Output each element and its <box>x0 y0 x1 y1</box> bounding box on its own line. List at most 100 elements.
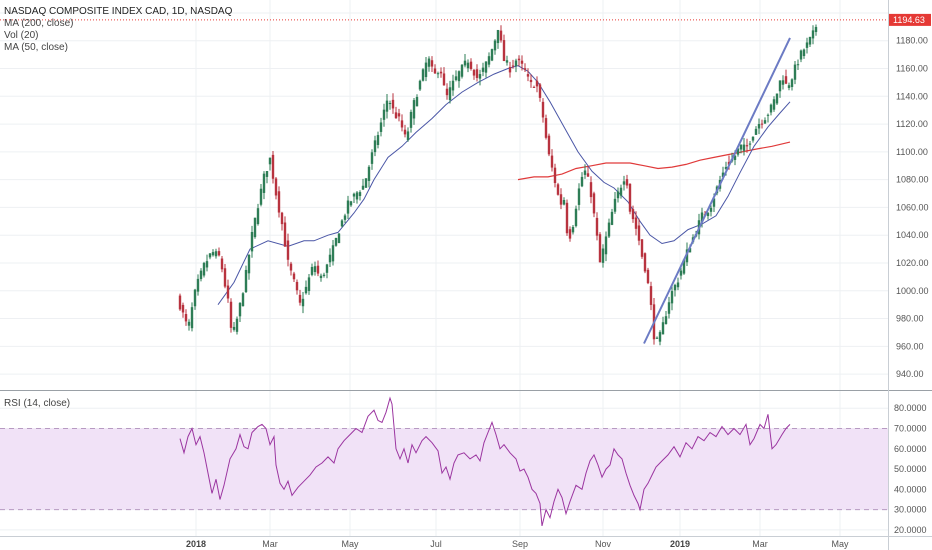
candle-body <box>796 64 800 66</box>
candle-body <box>640 239 644 257</box>
candle-body <box>316 265 320 274</box>
candle-body <box>439 71 443 74</box>
candle-body <box>214 251 218 257</box>
candle-body <box>499 30 503 41</box>
candle-body <box>808 36 812 45</box>
price-tick-label: 1100.00 <box>896 147 928 157</box>
candle-body <box>583 170 587 175</box>
candle-body <box>607 222 611 237</box>
candle-body <box>322 274 326 276</box>
candle-body <box>667 302 671 314</box>
trendline-line <box>643 37 791 344</box>
candle-body <box>556 184 560 195</box>
candle-body <box>379 122 383 132</box>
candle-body <box>577 188 581 205</box>
candle-body <box>286 240 290 260</box>
candle-body <box>523 68 527 70</box>
legend-ma50[interactable]: MA (50, close) <box>4 42 68 53</box>
candle-body <box>646 269 650 284</box>
price-tick-label: 1020.00 <box>896 258 929 268</box>
candle-body <box>346 200 350 214</box>
candle-body <box>658 332 662 342</box>
candle-body <box>700 212 704 222</box>
candle-body <box>430 60 434 67</box>
candle-body <box>712 198 716 207</box>
candle-body <box>637 225 641 241</box>
price-tick-label: 1060.00 <box>896 202 929 212</box>
candle-body <box>589 182 593 198</box>
candle-body <box>199 270 203 280</box>
candle-body <box>610 211 614 225</box>
candle-body <box>310 266 314 275</box>
candle-body <box>409 111 413 128</box>
candle-body <box>319 275 323 279</box>
candle-body <box>676 282 680 288</box>
last-price-tag: 1194.63 <box>889 13 931 26</box>
candle-body <box>655 337 659 339</box>
rsi-tick-label: 30.0000 <box>894 505 927 515</box>
candle-body <box>805 42 809 48</box>
candle-body <box>616 191 620 199</box>
candle-body <box>433 68 437 74</box>
price-tick-label: 960.00 <box>896 341 924 351</box>
last-price-tag-box <box>889 13 931 26</box>
candle-body <box>208 253 212 258</box>
rsi-tick-label: 60.0000 <box>894 444 927 454</box>
candle-body <box>280 212 284 225</box>
candle-body <box>751 136 755 141</box>
candle-body <box>211 252 215 256</box>
candle-body <box>541 101 545 118</box>
time-tick-label: 2018 <box>186 539 206 549</box>
price-tick-label: 980.00 <box>896 314 924 324</box>
candle-body <box>241 293 245 307</box>
candle-body <box>343 215 347 220</box>
legend-vol[interactable]: Vol (20) <box>4 30 39 41</box>
candle-body <box>274 178 278 196</box>
candle-body <box>436 73 440 75</box>
candle-body <box>604 236 608 255</box>
candle-body <box>811 30 815 39</box>
candle-body <box>460 64 464 77</box>
candle-body <box>448 87 452 101</box>
candle-body <box>490 49 494 61</box>
ma200-line <box>517 141 791 181</box>
rsi-legend[interactable]: RSI (14, close) <box>4 398 71 409</box>
candle-body <box>682 259 686 274</box>
candle-body <box>187 321 191 326</box>
candle-body <box>721 172 725 178</box>
time-tick-label: May <box>341 539 359 549</box>
candle-body <box>487 56 491 65</box>
ma50-line <box>217 65 791 305</box>
candle-body <box>748 143 752 145</box>
candle-body <box>559 194 563 205</box>
time-tick-label: Jul <box>430 539 442 549</box>
candle-body <box>814 26 818 33</box>
candle-body <box>373 140 377 153</box>
candle-body <box>775 93 779 104</box>
legend-ma200[interactable]: MA (200, close) <box>4 18 74 29</box>
last-price-label: 1194.63 <box>893 15 925 25</box>
candle-body <box>514 60 518 67</box>
candle-body <box>799 50 803 60</box>
candle-body <box>634 217 638 229</box>
candle-body <box>745 145 749 147</box>
candle-body <box>631 209 635 220</box>
candle-body <box>562 200 566 205</box>
candle-body <box>736 148 740 155</box>
symbol-title[interactable]: NASDAQ COMPOSITE INDEX CAD, 1D, NASDAQ <box>4 6 233 17</box>
rsi-tick-label: 70.0000 <box>894 423 927 433</box>
candle-body <box>259 188 263 205</box>
candle-body <box>376 135 380 145</box>
price-tick-label: 1040.00 <box>896 230 929 240</box>
candle-body <box>382 109 386 120</box>
candle-body <box>766 114 770 116</box>
candle-body <box>454 76 458 81</box>
candle-body <box>787 85 791 88</box>
trendline[interactable] <box>643 37 791 344</box>
candle-body <box>643 253 647 272</box>
candle-body <box>520 60 524 64</box>
candle-body <box>337 233 341 244</box>
price-tick-label: 1120.00 <box>896 119 928 129</box>
candle-body <box>463 60 467 66</box>
